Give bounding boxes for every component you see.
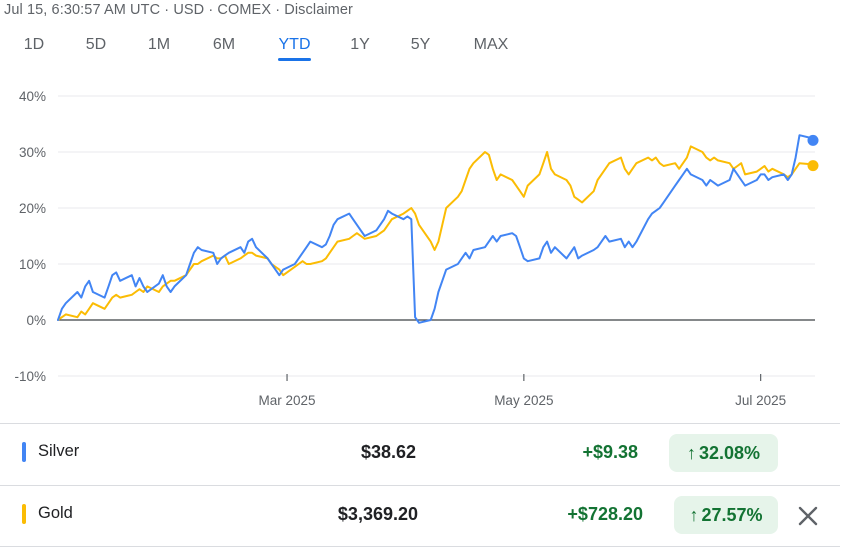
tab-1d[interactable]: 1D: [23, 36, 45, 53]
price-comparison-chart[interactable]: 40% 30% 20% 10% 0% -10% Mar 2025 May 2025 Jul 20…: [0, 80, 853, 415]
silver-color-swatch: [22, 442, 26, 462]
arrow-up-icon: ↑: [689, 505, 699, 525]
tab-6m[interactable]: 6M: [212, 36, 236, 53]
series-price: $3,369.20: [337, 504, 418, 524]
tab-1m[interactable]: 1M: [147, 36, 171, 53]
legend-row-silver[interactable]: Silver $38.62 +$9.38 ↑ 32.08%: [0, 425, 853, 483]
series-change: +$9.38: [582, 442, 638, 462]
silver-series-line: [57, 134, 816, 324]
silver-end-point: [807, 134, 819, 146]
gold-series-line: [57, 145, 816, 321]
x-tick-label: Mar 2025: [259, 393, 316, 408]
percent-change-chip: ↑ 32.08%: [669, 434, 778, 472]
time-range-tabs: 1D 5D 1M 6M YTD 1Y 5Y MAX: [0, 34, 560, 64]
tab-5d[interactable]: 5D: [85, 36, 107, 53]
chart-meta-info: Jul 15, 6:30:57 AM UTC · USD · COMEX · D…: [4, 2, 353, 18]
y-tick-label: 40%: [19, 89, 46, 104]
tab-ytd[interactable]: YTD: [278, 34, 311, 62]
percent-change-chip: ↑ 27.57%: [674, 496, 778, 534]
y-tick-label: 10%: [19, 257, 46, 272]
percent-change-value: 27.57%: [701, 505, 763, 525]
gold-color-swatch: [22, 504, 26, 524]
x-tick-label: Jul 2025: [735, 393, 786, 408]
close-icon: [798, 506, 818, 526]
series-name: Silver: [38, 442, 80, 460]
gold-end-point: [807, 160, 819, 172]
tab-1y[interactable]: 1Y: [350, 36, 370, 53]
divider: [0, 485, 840, 486]
series-change: +$728.20: [567, 504, 643, 524]
y-tick-label: 20%: [19, 201, 46, 216]
legend-row-gold[interactable]: Gold $3,369.20 +$728.20 ↑ 27.57%: [0, 487, 853, 545]
tab-max[interactable]: MAX: [473, 36, 509, 53]
tab-5y[interactable]: 5Y: [410, 36, 431, 53]
series-price: $38.62: [360, 442, 416, 462]
y-tick-label: 0%: [26, 313, 46, 328]
divider: [0, 423, 840, 424]
y-tick-label: 30%: [19, 145, 46, 160]
y-tick-label: -10%: [14, 369, 46, 384]
percent-change-value: 32.08%: [698, 443, 761, 463]
x-tick-label: May 2025: [494, 393, 553, 408]
series-name: Gold: [38, 504, 73, 522]
remove-comparison-button[interactable]: [794, 502, 822, 530]
arrow-up-icon: ↑: [686, 443, 696, 463]
divider: [0, 546, 840, 547]
